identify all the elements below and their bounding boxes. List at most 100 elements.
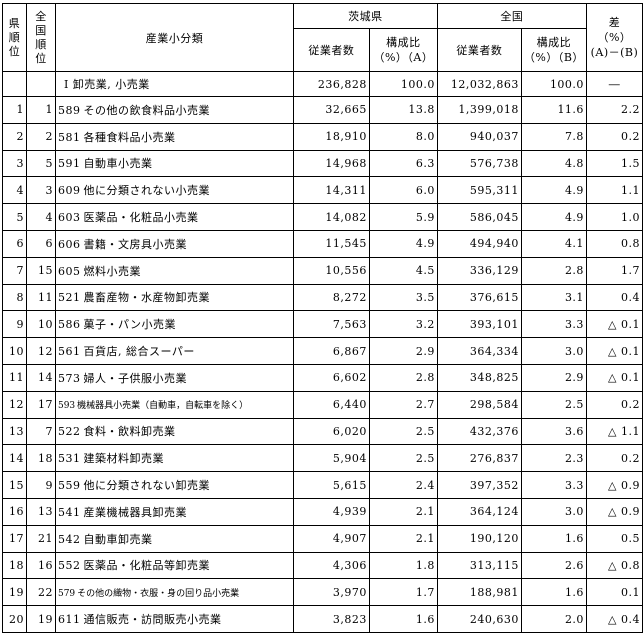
total-row: I 卸売業, 小売業 236,828 100.0 12,032,863 100.… bbox=[2, 71, 643, 97]
industry-code: 559 bbox=[57, 479, 81, 493]
national-share-cell: 4.8 bbox=[520, 149, 587, 178]
ibaraki-employees-header: 従業者数 bbox=[292, 28, 370, 72]
industry-code: 611 bbox=[57, 613, 81, 627]
category-cell: 561 百貨店, 総合スーパー bbox=[54, 337, 294, 365]
ibaraki-employees-cell: 10,556 bbox=[292, 256, 370, 285]
national-share-cell: 3.3 bbox=[520, 471, 587, 499]
national-share-cell: 3.0 bbox=[520, 497, 587, 526]
pref-rank-cell: 13 bbox=[2, 417, 27, 446]
industry-code: 541 bbox=[57, 505, 81, 519]
industry-code: 579 bbox=[57, 588, 76, 599]
ibaraki-employees-cell: 14,311 bbox=[292, 176, 370, 205]
category-cell: 579 その他の織物・衣服・身の回り品小売業 bbox=[54, 578, 294, 607]
national-share-cell: 3.0 bbox=[520, 337, 587, 365]
table-row: 1 1 589 その他の飲食料品小売業 32,665 13.8 1,399,018 11.6 2… bbox=[2, 96, 643, 124]
pref-rank-cell: 12 bbox=[2, 390, 27, 419]
pref-rank-cell: 5 bbox=[2, 203, 27, 231]
category-cell: 589 その他の飲食料品小売業 bbox=[54, 96, 294, 124]
diff-cell: 2.2 bbox=[585, 96, 643, 124]
national-employees-cell: 595,311 bbox=[436, 176, 522, 205]
header-row-2: 従業者数 構成比 （%）（A） 従業者数 構成比 （%）（B） bbox=[3, 28, 643, 72]
national-share-cell: 3.1 bbox=[520, 283, 587, 312]
diff-cell: △ 0.9 bbox=[585, 471, 643, 499]
industry-code: 561 bbox=[57, 345, 81, 359]
industry-name: 自動車小売業 bbox=[83, 157, 153, 171]
ibaraki-employees-cell: 3,823 bbox=[292, 605, 370, 633]
ibaraki-employees-cell: 14,968 bbox=[292, 149, 370, 178]
total-national-employees: 12,032,863 bbox=[436, 71, 522, 97]
national-header: 全国 bbox=[436, 3, 587, 29]
diff-cell: △ 0.1 bbox=[585, 363, 643, 392]
table-row: 17 21 542 自動車卸売業 4,907 2.1 190,120 1.6 0.5 bbox=[2, 524, 643, 553]
national-share-cell: 1.6 bbox=[520, 524, 587, 553]
nat-rank-cell: 6 bbox=[25, 229, 56, 258]
pref-rank-header-text: 県順位 bbox=[8, 16, 21, 58]
industry-code: 606 bbox=[57, 237, 81, 251]
total-pref-rank bbox=[2, 71, 27, 97]
diff-cell: 0.8 bbox=[585, 229, 643, 258]
industry-name: 燃料小売業 bbox=[83, 264, 141, 278]
national-share-cell: 1.6 bbox=[520, 578, 587, 607]
nat-rank-cell: 12 bbox=[25, 337, 56, 365]
ibaraki-header: 茨城県 bbox=[292, 3, 438, 29]
ibaraki-share-cell: 13.8 bbox=[368, 96, 438, 124]
pref-rank-cell: 15 bbox=[2, 471, 27, 499]
nat-rank-header: 全国順位 bbox=[25, 3, 56, 72]
industry-code: 542 bbox=[57, 532, 81, 546]
nat-rank-cell: 11 bbox=[25, 283, 56, 312]
nat-rank-cell: 10 bbox=[25, 310, 56, 339]
diff-cell: 0.5 bbox=[585, 524, 643, 553]
pref-rank-cell: 3 bbox=[2, 149, 27, 178]
pref-rank-cell: 20 bbox=[2, 605, 27, 633]
national-share-cell: 2.8 bbox=[520, 256, 587, 285]
industry-code: 581 bbox=[57, 130, 81, 144]
category-cell: 573 婦人・子供服小売業 bbox=[54, 363, 294, 392]
table-row: 11 14 573 婦人・子供服小売業 6,602 2.8 348,825 2.9 △ 0.1 bbox=[2, 363, 643, 392]
national-employees-cell: 313,115 bbox=[436, 551, 522, 580]
ibaraki-employees-cell: 5,904 bbox=[292, 444, 370, 473]
industry-name: 各種食料品小売業 bbox=[83, 130, 176, 144]
category-cell: 603 医薬品・化粧品小売業 bbox=[54, 203, 294, 231]
category-cell: 542 自動車卸売業 bbox=[54, 524, 294, 553]
table-row: 15 9 559 他に分類されない卸売業 5,615 2.4 397,352 3.3 △ 0.9 bbox=[2, 471, 643, 499]
pref-rank-cell: 8 bbox=[2, 283, 27, 312]
ibaraki-share-cell: 3.2 bbox=[368, 310, 438, 339]
ibaraki-share-unit: （%）（A） bbox=[373, 51, 434, 64]
industry-name: 他に分類されない小売業 bbox=[83, 184, 210, 198]
industry-code: 609 bbox=[57, 184, 81, 198]
national-employees-cell: 494,940 bbox=[436, 229, 522, 258]
category-cell: 609 他に分類されない小売業 bbox=[54, 176, 294, 205]
industry-name: 他に分類されない卸売業 bbox=[83, 479, 210, 493]
nat-rank-cell: 22 bbox=[25, 578, 56, 607]
ibaraki-share-cell: 1.8 bbox=[368, 551, 438, 580]
industry-code: 589 bbox=[57, 103, 81, 117]
national-share-cell: 3.3 bbox=[520, 310, 587, 339]
national-share-cell: 4.9 bbox=[520, 176, 587, 205]
total-ibaraki-share: 100.0 bbox=[368, 71, 438, 97]
ibaraki-share-cell: 2.4 bbox=[368, 471, 438, 499]
diff-cell: 1.1 bbox=[585, 176, 643, 205]
national-employees-cell: 1,399,018 bbox=[436, 96, 522, 124]
industry-code: 552 bbox=[57, 559, 81, 573]
pref-rank-cell: 18 bbox=[2, 551, 27, 580]
national-employees-cell: 298,584 bbox=[436, 390, 522, 419]
category-cell: 552 医薬品・化粧品等卸売業 bbox=[54, 551, 294, 580]
national-employees-cell: 393,101 bbox=[436, 310, 522, 339]
ibaraki-employees-cell: 14,082 bbox=[292, 203, 370, 231]
industry-name: 農畜産物・水産物卸売業 bbox=[83, 291, 210, 305]
ibaraki-share-cell: 1.6 bbox=[368, 605, 438, 633]
diff-cell: 0.2 bbox=[585, 122, 643, 151]
ibaraki-employees-cell: 11,545 bbox=[292, 229, 370, 258]
national-employees-cell: 576,738 bbox=[436, 149, 522, 178]
nat-rank-cell: 14 bbox=[25, 363, 56, 392]
ibaraki-share-cell: 3.5 bbox=[368, 283, 438, 312]
industry-code: 573 bbox=[57, 371, 81, 385]
table-row: 19 22 579 その他の織物・衣服・身の回り品小売業 3,970 1.7 188,981… bbox=[2, 578, 643, 607]
nat-rank-cell: 4 bbox=[25, 203, 56, 231]
table-row: 2 2 581 各種食料品小売業 18,910 8.0 940,037 7.8 0.2 bbox=[2, 122, 643, 151]
ibaraki-employees-cell: 6,867 bbox=[292, 337, 370, 365]
ibaraki-employees-cell: 6,602 bbox=[292, 363, 370, 392]
national-employees-cell: 376,615 bbox=[436, 283, 522, 312]
ibaraki-employees-cell: 7,563 bbox=[292, 310, 370, 339]
diff-cell: 1.5 bbox=[585, 149, 643, 178]
